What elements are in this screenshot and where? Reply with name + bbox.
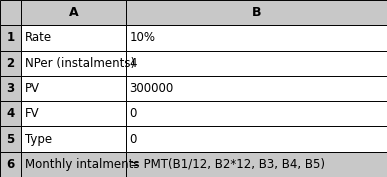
- Bar: [0, 152, 21, 177]
- Text: 4: 4: [130, 57, 137, 70]
- Bar: [0, 0, 21, 25]
- Bar: [126, 0, 387, 25]
- Bar: [0, 126, 21, 152]
- Text: = PMT(B1/12, B2*12, B3, B4, B5): = PMT(B1/12, B2*12, B3, B4, B5): [130, 158, 325, 171]
- Text: 0: 0: [130, 107, 137, 120]
- Text: 4: 4: [7, 107, 15, 120]
- Text: 0: 0: [130, 133, 137, 145]
- Text: 1: 1: [7, 32, 15, 44]
- Bar: [126, 25, 387, 51]
- Bar: [0, 51, 21, 76]
- Text: NPer (instalments): NPer (instalments): [25, 57, 135, 70]
- Text: 3: 3: [7, 82, 15, 95]
- Bar: [21, 0, 126, 25]
- Bar: [126, 152, 387, 177]
- Text: 2: 2: [7, 57, 15, 70]
- Text: Type: Type: [25, 133, 52, 145]
- Bar: [0, 101, 21, 126]
- Text: PV: PV: [25, 82, 40, 95]
- Bar: [126, 51, 387, 76]
- Bar: [21, 51, 126, 76]
- Bar: [21, 152, 126, 177]
- Bar: [0, 76, 21, 101]
- Text: FV: FV: [25, 107, 40, 120]
- Bar: [21, 25, 126, 51]
- Text: Rate: Rate: [25, 32, 52, 44]
- Text: 300000: 300000: [130, 82, 174, 95]
- Bar: [21, 126, 126, 152]
- Text: 6: 6: [7, 158, 15, 171]
- Bar: [21, 101, 126, 126]
- Bar: [126, 101, 387, 126]
- Bar: [21, 76, 126, 101]
- Bar: [126, 76, 387, 101]
- Text: B: B: [252, 6, 261, 19]
- Text: Monthly intalments: Monthly intalments: [25, 158, 140, 171]
- Text: 10%: 10%: [130, 32, 156, 44]
- Text: A: A: [69, 6, 78, 19]
- Bar: [0, 25, 21, 51]
- Bar: [126, 126, 387, 152]
- Text: 5: 5: [7, 133, 15, 145]
